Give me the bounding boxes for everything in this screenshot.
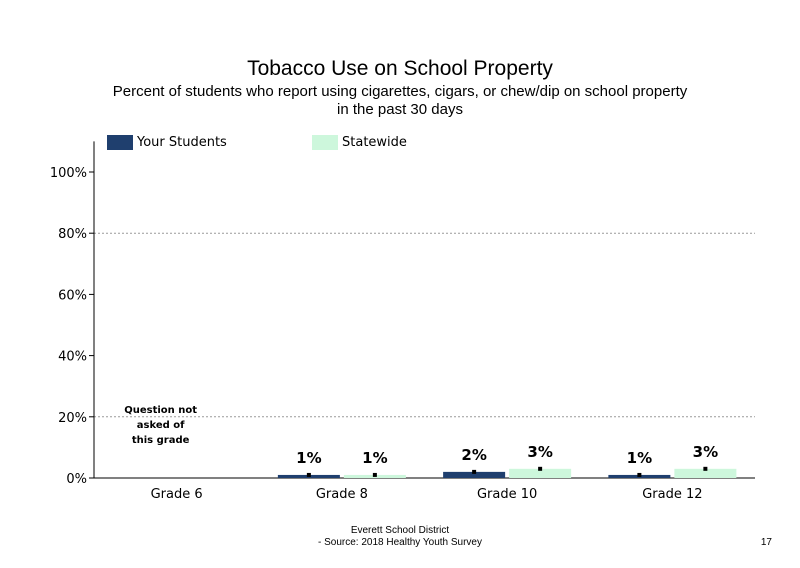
y-tick-label: 20% <box>58 411 87 426</box>
y-tick-label: 0% <box>66 472 87 487</box>
bar <box>509 468 572 478</box>
bar-marker <box>306 472 311 477</box>
y-tick-label: 80% <box>58 227 87 242</box>
annotation-line: this grade <box>132 435 190 446</box>
legend-item-your-students: Your Students <box>107 133 227 151</box>
data-label: 1% <box>627 449 652 467</box>
legend-swatch-your-students <box>107 134 133 150</box>
y-tick-label: 60% <box>58 288 87 303</box>
x-tick-label: Grade 6 <box>151 487 203 502</box>
legend-label-your-students: Your Students <box>137 134 227 150</box>
chart-subtitle: Percent of students who report using cig… <box>0 83 800 119</box>
bar-marker <box>538 466 543 471</box>
legend-item-statewide: Statewide <box>312 133 407 151</box>
bar-marker <box>637 472 642 477</box>
data-label: 3% <box>527 443 552 461</box>
data-label: 1% <box>296 449 321 467</box>
annotation-line: asked of <box>137 420 185 431</box>
footer-source: - Source: 2018 Healthy Youth Survey <box>318 537 482 548</box>
data-label: 3% <box>693 443 718 461</box>
bar-marker <box>372 472 377 477</box>
x-tick-label: Grade 8 <box>316 487 368 502</box>
bar-marker <box>472 469 477 474</box>
page-number: 17 <box>760 537 772 548</box>
subtitle-line-2: in the past 30 days <box>337 101 463 118</box>
bar-chart: 0% 20% 40% 60% 80% 100% Grade 6 Grade 8 1% 1% Grad… <box>50 141 755 502</box>
bar <box>674 468 737 478</box>
annotation-line: Question not <box>124 405 197 416</box>
footer: Everett School District - Source: 2018 H… <box>0 525 800 549</box>
data-label: 2% <box>461 446 486 464</box>
x-tick-label: Grade 12 <box>642 487 702 502</box>
x-tick-label: Grade 10 <box>477 487 537 502</box>
y-tick-label: 40% <box>58 350 87 365</box>
y-tick-label: 100% <box>50 166 87 181</box>
bar-marker <box>703 466 708 471</box>
legend-label-statewide: Statewide <box>342 134 407 150</box>
footer-district: Everett School District <box>350 525 450 536</box>
subtitle-line-1: Percent of students who report using cig… <box>112 83 688 100</box>
bar <box>443 471 506 478</box>
chart-title: Tobacco Use on School Property <box>247 57 553 80</box>
data-label: 1% <box>362 449 387 467</box>
legend-swatch-statewide <box>312 134 338 150</box>
